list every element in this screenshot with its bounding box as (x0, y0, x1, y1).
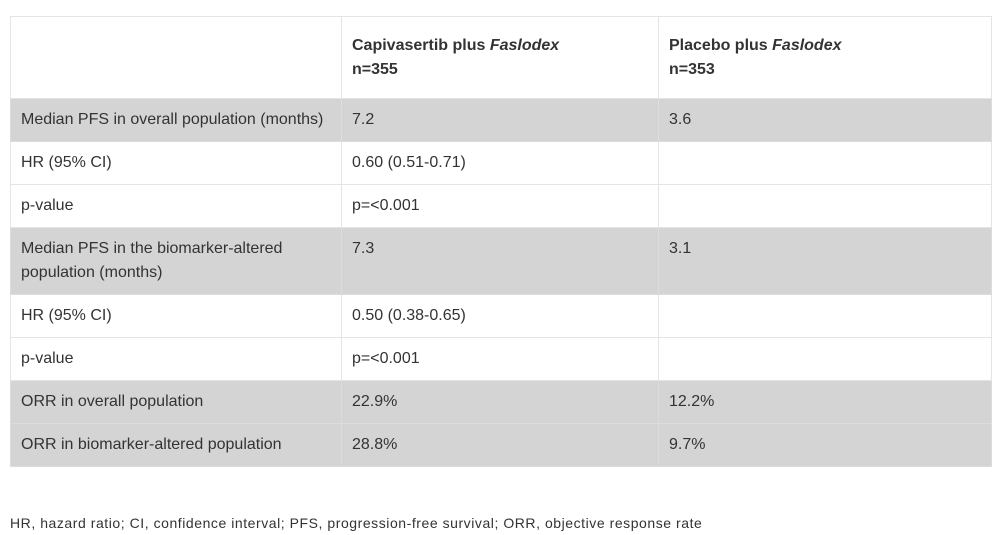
arm2-value (658, 184, 992, 228)
table-row: HR (95% CI) 0.50 (0.38-0.65) (10, 294, 992, 338)
arm2-value (658, 337, 992, 381)
results-table: Capivasertib plus Faslodex n=355 Placebo… (10, 16, 992, 467)
table-footnote: HR, hazard ratio; CI, confidence interva… (10, 515, 703, 531)
header-placebo-arm: Placebo plus Faslodex n=353 (658, 16, 992, 99)
arm2-value (658, 294, 992, 338)
row-label: ORR in overall population (10, 380, 342, 424)
arm2-value: 9.7% (658, 423, 992, 467)
header-arm1-n: n=355 (352, 61, 398, 78)
row-label: Median PFS in overall population (months… (10, 98, 342, 142)
header-capivasertib-arm: Capivasertib plus Faslodex n=355 (341, 16, 659, 99)
row-label: HR (95% CI) (10, 294, 342, 338)
arm1-value: 22.9% (341, 380, 659, 424)
arm1-value: 7.2 (341, 98, 659, 142)
row-label: ORR in biomarker-altered population (10, 423, 342, 467)
header-arm2-n: n=353 (669, 61, 715, 78)
header-arm2-drug: Faslodex (772, 37, 842, 54)
table-row: Median PFS in the biomarker-altered popu… (10, 227, 992, 295)
arm2-value: 12.2% (658, 380, 992, 424)
table-row: ORR in overall population 22.9% 12.2% (10, 380, 992, 424)
arm1-value: 0.50 (0.38-0.65) (341, 294, 659, 338)
table-row: HR (95% CI) 0.60 (0.51-0.71) (10, 141, 992, 185)
table-row: Median PFS in overall population (months… (10, 98, 992, 142)
table-row: p-value p=<0.001 (10, 184, 992, 228)
table-row: ORR in biomarker-altered population 28.8… (10, 423, 992, 467)
row-label: HR (95% CI) (10, 141, 342, 185)
row-label: Median PFS in the biomarker-altered popu… (10, 227, 342, 295)
header-empty-cell (10, 16, 342, 99)
arm1-value: p=<0.001 (341, 337, 659, 381)
arm1-value: p=<0.001 (341, 184, 659, 228)
table-header-row: Capivasertib plus Faslodex n=355 Placebo… (10, 16, 992, 99)
arm1-value: 0.60 (0.51-0.71) (341, 141, 659, 185)
arm2-value: 3.6 (658, 98, 992, 142)
arm2-value: 3.1 (658, 227, 992, 295)
arm1-value: 7.3 (341, 227, 659, 295)
header-arm1-drug: Faslodex (489, 37, 560, 54)
table-row: p-value p=<0.001 (10, 337, 992, 381)
arm1-value: 28.8% (341, 423, 659, 467)
row-label: p-value (10, 337, 342, 381)
header-arm2-prefix: Placebo plus (669, 37, 773, 54)
row-label: p-value (10, 184, 342, 228)
header-arm1-prefix: Capivasertib plus (352, 37, 490, 54)
arm2-value (658, 141, 992, 185)
